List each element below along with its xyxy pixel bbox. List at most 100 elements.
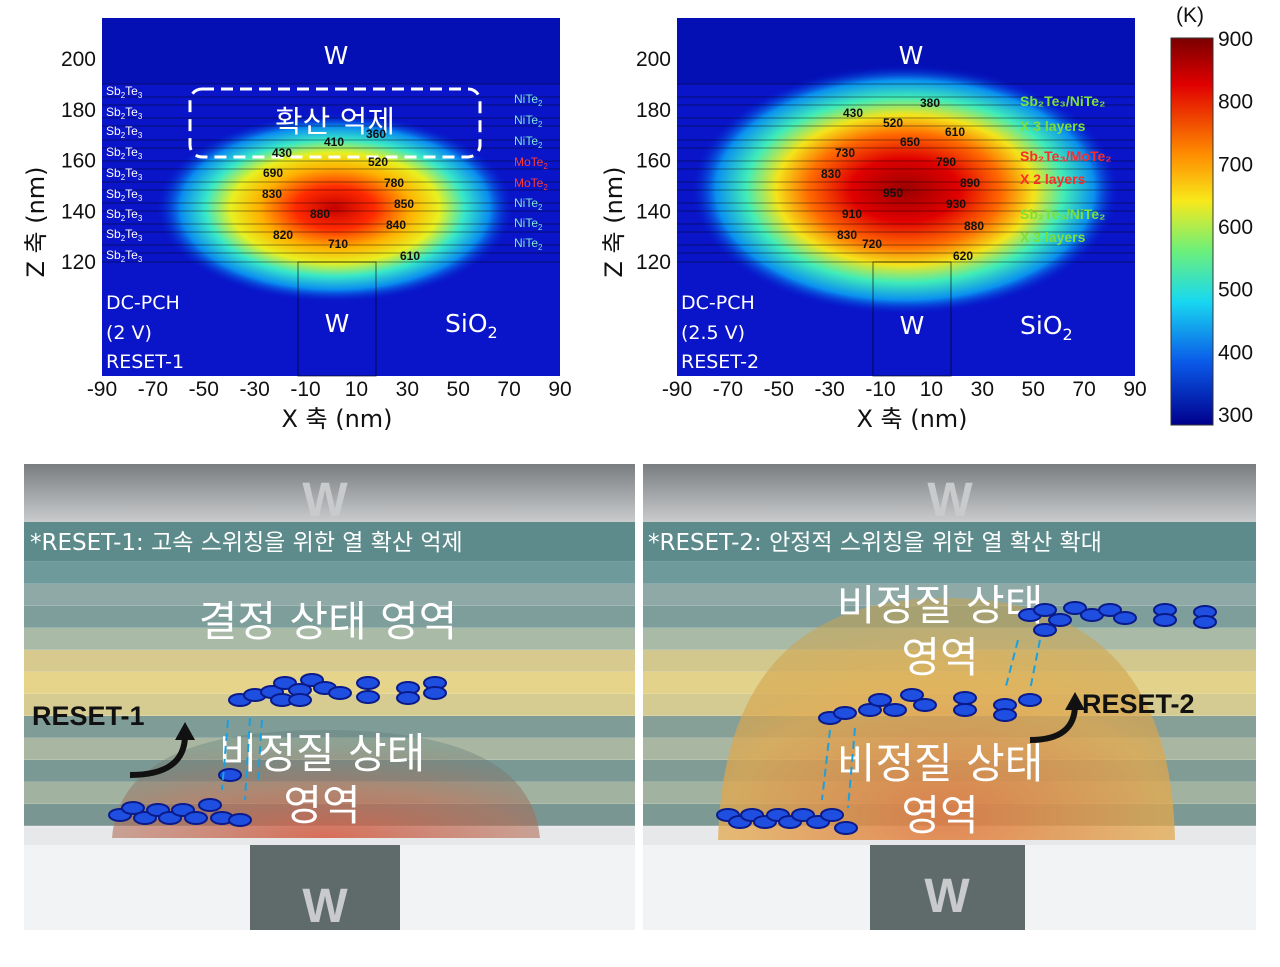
temperature-label: 950 (883, 186, 903, 200)
x-tick-label: 70 (497, 378, 520, 401)
atom (198, 798, 222, 812)
atom (288, 693, 312, 707)
layer-band (643, 562, 1256, 584)
x-axis-label: X 축 (nm) (856, 405, 967, 433)
layer-band (24, 606, 635, 628)
atom (328, 686, 352, 700)
atom (1063, 601, 1087, 615)
atom (1113, 611, 1137, 625)
y-tick-label: 180 (636, 99, 671, 122)
stack-label: Sb₂Te₃/MoTe₂ (1020, 148, 1112, 164)
illustration2-top-w: W (927, 474, 973, 527)
left-layer-label: Sb2Te3 (106, 207, 143, 223)
heatmap-panel-reset1: 확산 억제 W W SiO2 DC-PCH (2 V) RESET-1 Sb2T… (102, 18, 560, 377)
stack-label: X 3 layers (1020, 118, 1086, 134)
temperature-label: 520 (368, 155, 388, 169)
temperature-label: 790 (936, 155, 956, 169)
atom (834, 821, 858, 835)
temperature-label: 820 (273, 228, 293, 242)
amorphous-region-label-2b: 영역 (901, 633, 978, 682)
connector (257, 719, 263, 781)
temperature-label: 710 (328, 237, 348, 251)
y-tick-label: 160 (636, 150, 671, 173)
panel1-reset-label: RESET-1 (106, 351, 184, 373)
atom (858, 703, 882, 717)
x-tick-label: -70 (138, 378, 168, 401)
temperature-label: 850 (394, 197, 414, 211)
atom (1018, 693, 1042, 707)
illustration2-caption: *RESET-2: 안정적 스위칭을 위한 열 확산 확대 (648, 530, 1102, 556)
y-axis-label: Z 축 (nm) (22, 166, 50, 277)
panel1-right-layer-labels: NiTe2 NiTe2 NiTe2 MoTe2 MoTe2 NiTe2 NiTe2 NiTe2 (514, 92, 548, 252)
x-tick-label: -30 (239, 378, 269, 401)
left-layer-label: Sb2Te3 (106, 105, 143, 121)
temperature-label: 830 (262, 187, 282, 201)
y-tick-label: 200 (636, 48, 671, 71)
atom (833, 706, 857, 720)
layer-band (24, 716, 635, 738)
temperature-label: 930 (946, 197, 966, 211)
amorphous-region-label-1a: 비정질 상태 (219, 729, 426, 778)
colorbar-tick-label: 400 (1218, 341, 1253, 364)
illustration1-caption: *RESET-1: 고속 스위칭을 위한 열 확산 억제 (30, 530, 463, 556)
colorbar: (K) 900 800 700 600 500 400 300 (1170, 4, 1253, 427)
temperature-label: 410 (324, 135, 344, 149)
connector (244, 717, 251, 801)
right-layer-label: NiTe2 (514, 92, 543, 108)
atom (993, 708, 1017, 722)
left-layer-label: Sb2Te3 (106, 227, 143, 243)
diffusion-suppression-box (188, 87, 482, 159)
atom (900, 688, 924, 702)
colorbar-tick-label: 500 (1218, 279, 1253, 302)
right-layer-label: NiTe2 (514, 216, 543, 232)
left-layer-label: Sb2Te3 (106, 145, 143, 161)
x-tick-label: -90 (662, 378, 692, 401)
x-tick-label: -50 (189, 378, 219, 401)
atom (868, 693, 892, 707)
illustration1-top-w: W (302, 474, 348, 527)
temperature-label: 430 (272, 146, 292, 160)
layer-band (24, 694, 635, 716)
atom (913, 698, 937, 712)
left-layer-label: Sb2Te3 (106, 124, 143, 140)
illustration2-amorphous-dome (718, 598, 1175, 840)
left-layer-label: Sb2Te3 (106, 187, 143, 203)
x-tick-label: 50 (1022, 378, 1045, 401)
atom (1153, 613, 1177, 627)
x-tick-label: -70 (713, 378, 743, 401)
reset1-arrow-label: RESET-1 (32, 701, 145, 731)
illustration1-top-electrode (24, 464, 635, 522)
connector (821, 729, 831, 801)
panel1-voltage-label: (2 V) (106, 322, 152, 344)
x-tick-label: 90 (548, 378, 571, 401)
temperature-label: 780 (384, 176, 404, 190)
temperature-label: 360 (366, 127, 386, 141)
temperature-label: 520 (883, 116, 903, 130)
x-tick-label: -30 (814, 378, 844, 401)
temperature-label: 880 (964, 219, 984, 233)
x-axis-label: X 축 (nm) (281, 405, 392, 433)
y-tick-label: 140 (636, 200, 671, 223)
illustration1-bottom-electrode (250, 845, 400, 930)
x-tick-label: 10 (920, 378, 943, 401)
atom (1033, 603, 1057, 617)
panel1-left-layer-labels: Sb2Te3 Sb2Te3 Sb2Te3 Sb2Te3 Sb2Te3 Sb2Te3 Sb2T… (106, 84, 143, 264)
layer-band (24, 522, 635, 562)
temperature-label: 650 (900, 135, 920, 149)
left-layer-label: Sb2Te3 (106, 84, 143, 100)
illustration2-top-electrode (643, 464, 1256, 522)
temperature-label: 610 (945, 125, 965, 139)
illustration1-atoms (108, 673, 447, 827)
illustration1-amorphous-dome (112, 730, 540, 838)
left-layer-label: Sb2Te3 (106, 248, 143, 264)
colorbar-tick-label: 900 (1218, 28, 1253, 51)
atom (423, 686, 447, 700)
colorbar-ticks: 900 800 700 600 500 400 300 (1218, 28, 1253, 427)
x-tick-label: 90 (1123, 378, 1146, 401)
temperature-label: 730 (835, 146, 855, 160)
temperature-label: 910 (842, 207, 862, 221)
crystalline-region-label: 결정 상태 영역 (199, 597, 458, 646)
panel1-bottom-electrode (297, 261, 377, 377)
colorbar-unit: (K) (1176, 4, 1204, 27)
amorphous-region-label-2c: 비정질 상태 (837, 739, 1044, 788)
